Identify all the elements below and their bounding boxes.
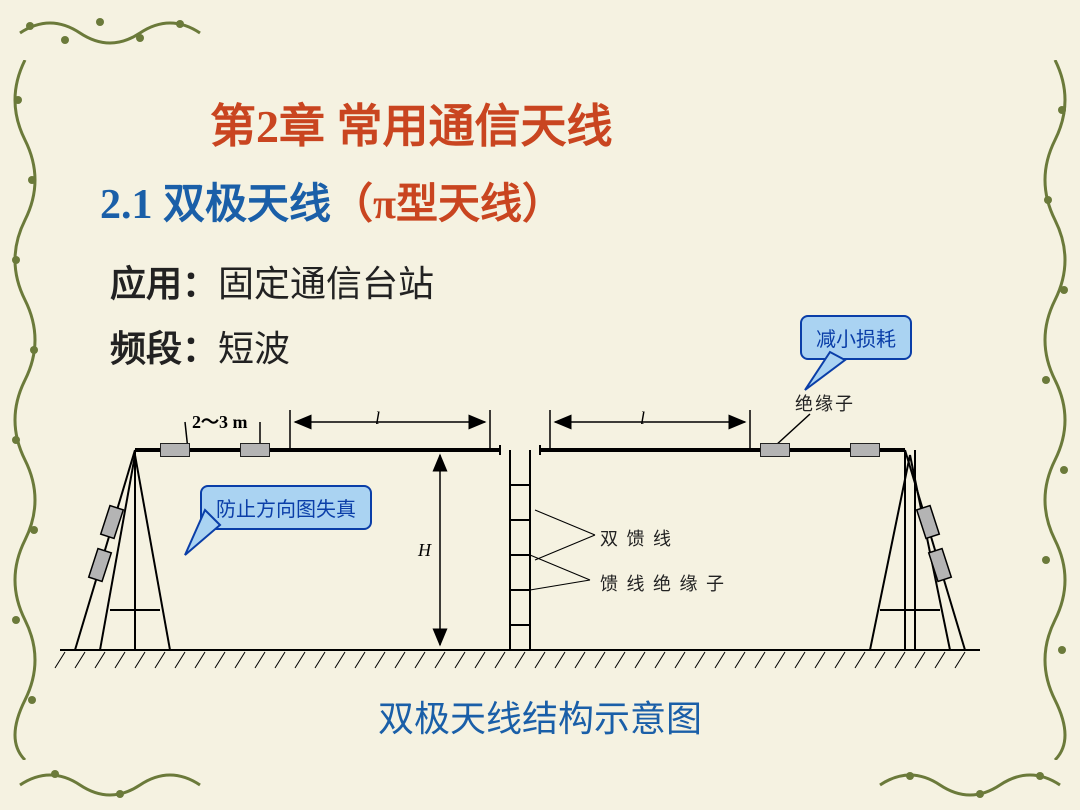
dim-H: H: [418, 540, 431, 561]
band-line: 频段：短波: [110, 320, 290, 372]
dim-2-3m: 2～3 m: [192, 408, 248, 434]
insulator-main-1: [160, 443, 190, 457]
antenna-diagram: 2～3 m l l H 绝缘子 双 馈 线 馈 线 绝 缘 子 防止方向图失真: [40, 390, 1040, 690]
dim-l-left: l: [375, 408, 380, 429]
diagram-caption: 双极天线结构示意图: [0, 690, 1080, 742]
ann-insulator: 绝缘子: [795, 390, 855, 416]
border-vine-top: [10, 8, 1070, 58]
callout-prevent-distortion-text: 防止方向图失真: [216, 499, 356, 521]
application-line: 应用：固定通信台站: [110, 255, 434, 307]
callout-reduce-loss-text: 减小损耗: [816, 329, 896, 351]
band-value: 短波: [218, 329, 290, 369]
section-title: 2.1 双极天线（π型天线）: [100, 170, 564, 231]
insulator-main-4: [850, 443, 880, 457]
callout-prevent-distortion-tail: [180, 505, 230, 565]
band-label: 频段：: [110, 329, 218, 369]
insulator-main-2: [240, 443, 270, 457]
border-vine-bottom: [10, 760, 1070, 810]
section-title-paren: （π型天线）: [331, 182, 564, 228]
dim-l-right: l: [640, 408, 645, 429]
chapter-title: 第2章 常用通信天线: [210, 90, 613, 156]
application-value: 固定通信台站: [218, 264, 434, 304]
insulator-main-3: [760, 443, 790, 457]
ann-dual-feed: 双 馈 线: [600, 525, 673, 551]
ann-feed-insulator: 馈 线 绝 缘 子: [600, 570, 726, 596]
section-title-prefix: 2.1 双极天线: [100, 182, 331, 228]
application-label: 应用：: [110, 264, 218, 304]
